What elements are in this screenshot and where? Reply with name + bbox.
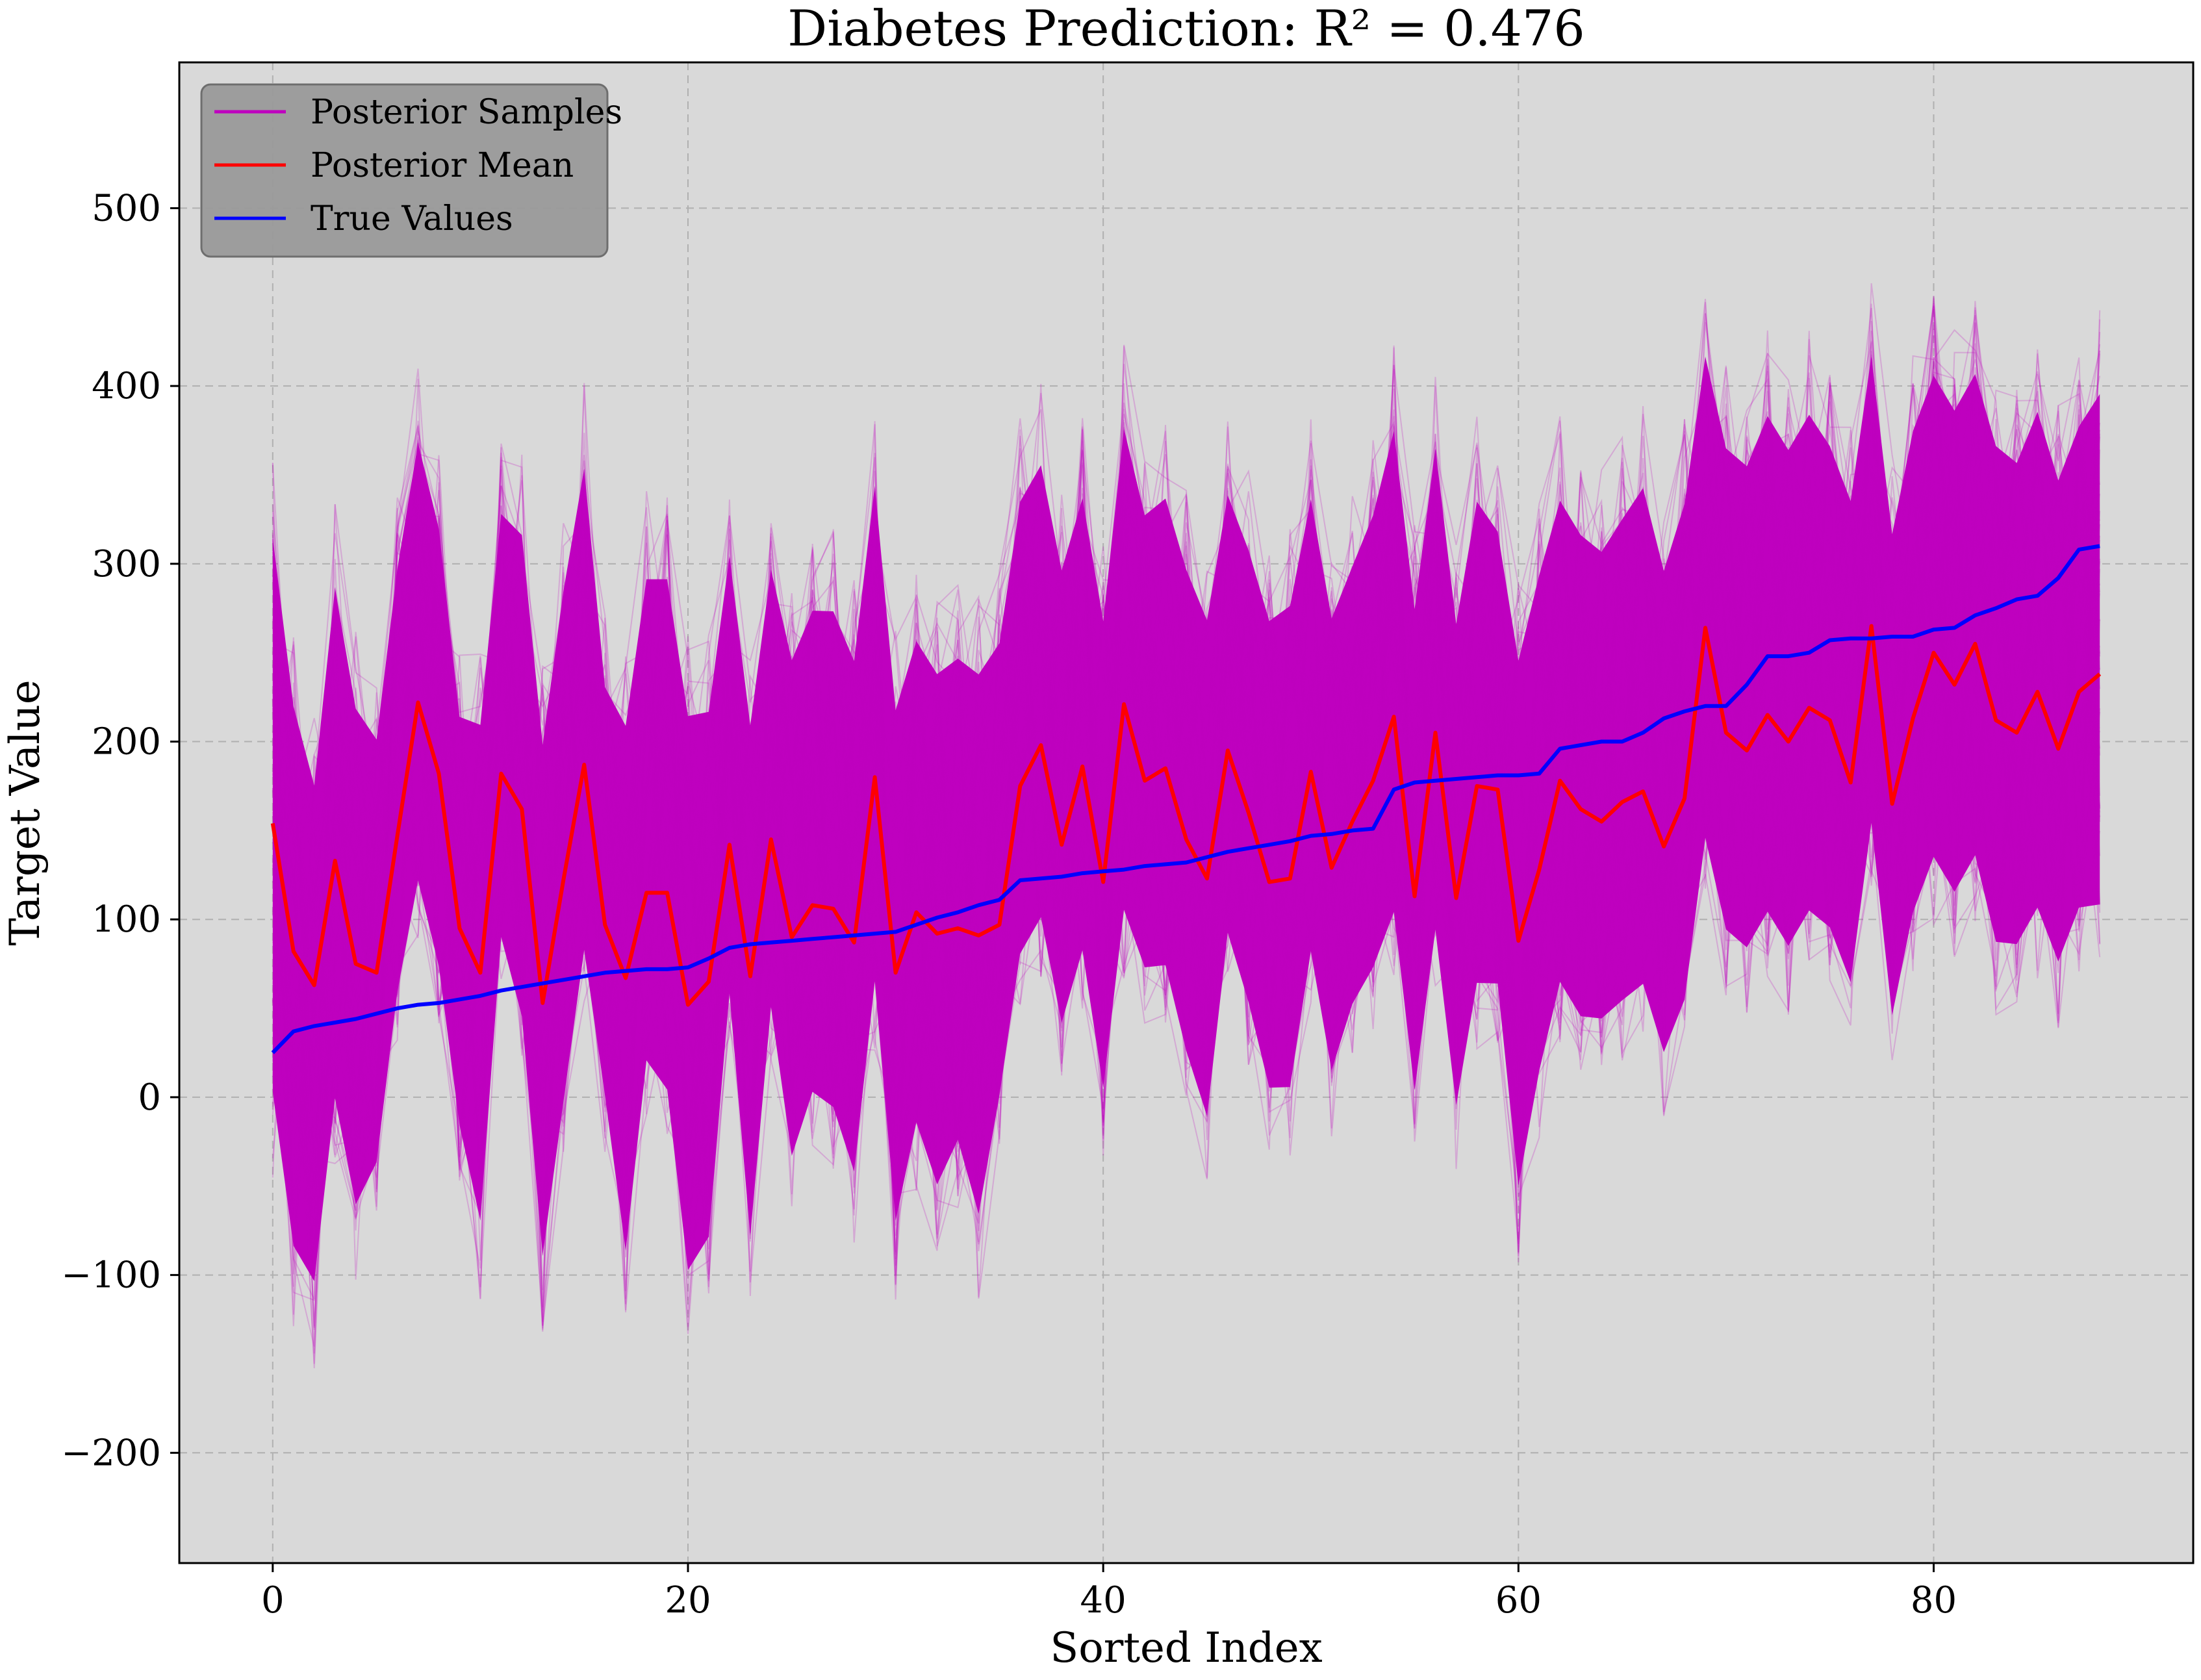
- y-tick-label: −200: [61, 1432, 161, 1474]
- posterior-sample-line: [272, 343, 2101, 1242]
- x-axis-label: Sorted Index: [1050, 1624, 1322, 1672]
- posterior-sample-line: [272, 392, 2100, 1284]
- posterior-sample-line: [272, 283, 2101, 1329]
- true-values-line: [271, 544, 2100, 1054]
- x-tick-label: 60: [1495, 1579, 1542, 1622]
- posterior-sample-line: [272, 315, 2101, 1301]
- posterior-sample-line: [272, 296, 2101, 1238]
- y-tick-label: 500: [92, 187, 161, 229]
- posterior-sample-line: [272, 357, 2101, 1300]
- posterior-band-core: [272, 356, 2100, 1282]
- posterior-sample-line: [272, 319, 2101, 1235]
- posterior-sample-line: [272, 351, 2101, 1231]
- posterior-sample-line: [272, 379, 2101, 1256]
- legend-label-posterior-samples: Posterior Samples: [311, 93, 622, 132]
- posterior-sample-line: [272, 322, 2101, 1327]
- plot-frame: [178, 61, 2195, 1564]
- posterior-samples-band: [272, 283, 2101, 1369]
- legend-label-posterior-mean: Posterior Mean: [311, 146, 574, 185]
- y-tick-label: 0: [138, 1076, 161, 1119]
- posterior-sample-line: [272, 382, 2101, 1297]
- posterior-sample-line: [272, 345, 2101, 1287]
- y-tick-label: 200: [92, 721, 161, 763]
- chart-title: Diabetes Prediction: R² = 0.476: [787, 0, 1584, 57]
- posterior-sample-line: [272, 301, 2101, 1185]
- posterior-sample-line: [272, 342, 2100, 1327]
- posterior-sample-line: [272, 301, 2101, 1190]
- posterior-sample-line: [272, 378, 2101, 1315]
- posterior-mean-line: [270, 624, 2102, 1007]
- legend-label-true-values: True Values: [311, 199, 513, 238]
- posterior-sample-line: [272, 310, 2101, 1299]
- posterior-sample-line: [272, 358, 2101, 1206]
- x-tick-label: 20: [665, 1579, 711, 1622]
- series-lines: [270, 544, 2102, 1054]
- posterior-sample-line: [272, 377, 2101, 1299]
- posterior-sample-line: [272, 350, 2101, 1247]
- posterior-sample-line: [272, 364, 2101, 1192]
- posterior-sample-line: [272, 353, 2101, 1236]
- y-tick-label: 400: [92, 365, 161, 407]
- posterior-sample-line: [272, 367, 2101, 1212]
- posterior-sample-line: [272, 328, 2101, 1290]
- y-tick-label: 100: [92, 898, 161, 941]
- posterior-sample-line: [272, 392, 2101, 1288]
- posterior-sample-line: [272, 298, 2101, 1144]
- legend-box: [200, 83, 609, 258]
- axis-ticks: 0 20 40 60 80 −200 −100 0 100 200 300 400 500: [61, 187, 1957, 1622]
- posterior-sample-line: [272, 330, 2101, 1332]
- posterior-sample-line: [272, 385, 2101, 1310]
- posterior-sample-line: [272, 313, 2101, 1251]
- posterior-sample-line: [272, 422, 2101, 1277]
- y-tick-label: 300: [92, 543, 161, 585]
- legend: Posterior Samples Posterior Mean True Va…: [200, 83, 622, 258]
- posterior-sample-line: [272, 413, 2101, 1242]
- posterior-sample-line: [272, 336, 2101, 1254]
- posterior-sample-line: [272, 360, 2101, 1301]
- posterior-sample-line: [272, 331, 2101, 1266]
- posterior-sample-line: [272, 377, 2100, 1313]
- posterior-sample-line: [272, 312, 2100, 1182]
- posterior-sample-line: [272, 388, 2101, 1299]
- x-tick-label: 40: [1080, 1579, 1126, 1622]
- x-tick-label: 80: [1911, 1579, 1957, 1622]
- posterior-sample-line: [272, 353, 2101, 1364]
- posterior-sample-line: [272, 389, 2101, 1273]
- posterior-sample-line: [272, 303, 2101, 1330]
- y-tick-label: −100: [61, 1254, 161, 1297]
- posterior-sample-line: [272, 305, 2101, 1330]
- x-tick-label: 0: [261, 1579, 285, 1622]
- posterior-sample-line: [272, 429, 2101, 1238]
- posterior-sample-line: [272, 303, 2101, 1300]
- posterior-sample-line: [272, 298, 2101, 1225]
- posterior-sample-line: [272, 324, 2100, 1322]
- posterior-sample-line: [272, 390, 2101, 1328]
- posterior-sample-line: [272, 357, 2101, 1171]
- posterior-sample-line: [272, 322, 2101, 1211]
- y-axis-label: Target Value: [1, 680, 49, 945]
- posterior-sample-line: [272, 379, 2101, 1354]
